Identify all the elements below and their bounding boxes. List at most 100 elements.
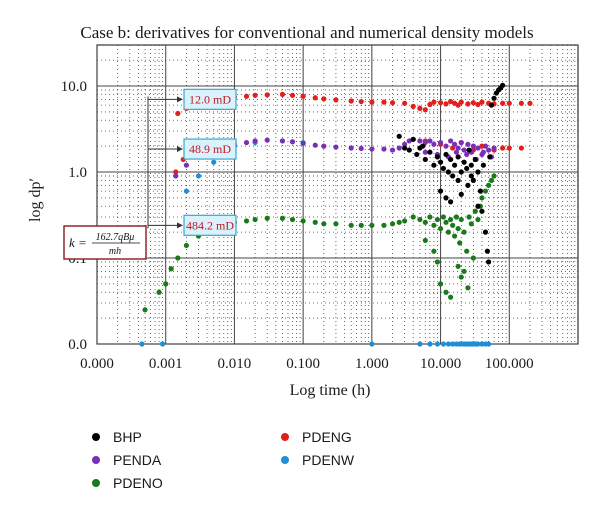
point-bhp: [486, 259, 492, 265]
point-pdeng: [312, 95, 318, 101]
point-pdeng: [417, 105, 423, 111]
formula-lhs: k =: [69, 235, 87, 250]
point-pdeno: [486, 182, 492, 188]
point-pdeno: [461, 229, 467, 235]
point-penda: [369, 146, 375, 152]
point-bhp: [422, 156, 428, 163]
point-pdeno: [156, 289, 162, 295]
point-pdeno: [321, 221, 327, 227]
point-bhp: [451, 162, 458, 168]
point-pdeno: [443, 289, 449, 295]
point-bhp: [487, 154, 493, 160]
point-pdeno: [431, 222, 437, 228]
point-penda: [455, 145, 461, 151]
permeability-label: 12.0 mD: [189, 92, 231, 106]
point-pdeng: [321, 96, 327, 102]
permeability-box: [183, 138, 237, 160]
point-penda: [470, 143, 476, 149]
grid: [97, 44, 578, 344]
point-penda: [381, 146, 387, 152]
point-penda: [358, 145, 364, 152]
point-pdeno: [422, 237, 428, 244]
point-pdeno: [422, 219, 428, 225]
point-penda: [402, 141, 408, 147]
point-bhp: [479, 208, 485, 214]
point-bhp: [445, 169, 452, 175]
permeability-label: 48.9 mD: [189, 142, 231, 156]
point-pdeng: [475, 101, 481, 108]
y-axis-ticks: 0.00.11.010.0: [61, 79, 87, 353]
point-pdeng: [358, 98, 364, 105]
point-pdeno: [396, 219, 402, 225]
point-penda: [448, 138, 454, 144]
point-pdeng: [381, 99, 387, 105]
point-bhp: [475, 169, 481, 175]
y-tick-label: 1.0: [68, 165, 87, 181]
point-pdeno: [458, 216, 464, 223]
legend-marker-pdeng: [281, 433, 289, 441]
point-pdeno: [300, 218, 306, 224]
x-axis-ticks: 0.000 0.001 0.010 0.100 1.000 10.000 100.000: [80, 356, 534, 372]
legend: BHP PENDA PDENO PDENG PDENW: [92, 429, 355, 491]
point-penda: [453, 149, 460, 155]
point-bhp: [437, 159, 444, 165]
point-penda: [417, 138, 423, 144]
point-bhp: [500, 82, 506, 88]
point-pdeno: [443, 219, 449, 225]
point-pdeno: [445, 229, 452, 235]
point-pdeno: [468, 221, 474, 227]
point-bhp: [414, 151, 420, 158]
point-pdeno: [175, 255, 181, 261]
point-pdeno: [448, 216, 454, 223]
formula-denominator: mh: [109, 246, 121, 257]
x-tick-label: 0.100: [286, 356, 320, 372]
point-bhp: [396, 133, 402, 139]
legend-marker-bhp: [92, 433, 100, 441]
point-pdeng: [518, 145, 524, 151]
point-penda: [475, 145, 481, 151]
point-pdeng: [479, 99, 485, 105]
point-bhp: [472, 156, 478, 163]
point-pdeng: [431, 99, 437, 105]
point-penda: [464, 151, 470, 158]
formula-numerator: 162.7qBμ: [96, 232, 135, 243]
point-pdeno: [461, 268, 467, 274]
point-pdeng: [289, 92, 296, 98]
point-pdeno: [183, 242, 189, 249]
point-bhp: [461, 159, 467, 165]
point-penda: [289, 139, 296, 145]
point-pdeno: [455, 225, 461, 232]
point-pdeno: [450, 222, 456, 228]
point-pdeno: [491, 173, 497, 179]
point-penda: [422, 149, 428, 155]
point-pdeno: [482, 188, 489, 194]
point-bhp: [434, 154, 441, 160]
point-pdeno: [417, 216, 423, 223]
point-bhp: [468, 173, 474, 179]
point-pdeno: [252, 216, 258, 223]
formula-frame: [63, 225, 147, 260]
point-pdeno: [455, 263, 461, 269]
point-pdeng: [443, 101, 449, 107]
point-pdenw: [427, 341, 433, 347]
point-pdenw: [450, 341, 456, 347]
permeability-label: 484.2 mD: [186, 218, 234, 232]
point-pdeng: [279, 91, 286, 97]
x-tick-label: 0.001: [149, 356, 183, 372]
point-bhp: [455, 154, 461, 160]
point-penda: [422, 139, 428, 146]
point-bhp: [480, 162, 486, 168]
point-pdeng: [252, 92, 258, 98]
legend-label-penda: PENDA: [113, 452, 162, 468]
point-penda: [480, 149, 486, 155]
point-bhp: [488, 102, 495, 108]
point-bhp: [431, 162, 437, 168]
x-tick-label: 10.000: [420, 356, 461, 372]
point-pdeng: [300, 93, 306, 99]
point-pdeng: [173, 169, 179, 175]
point-penda: [173, 173, 179, 179]
point-pdeno: [437, 225, 444, 232]
point-pdenw: [440, 341, 447, 347]
point-pdenw: [139, 341, 145, 347]
